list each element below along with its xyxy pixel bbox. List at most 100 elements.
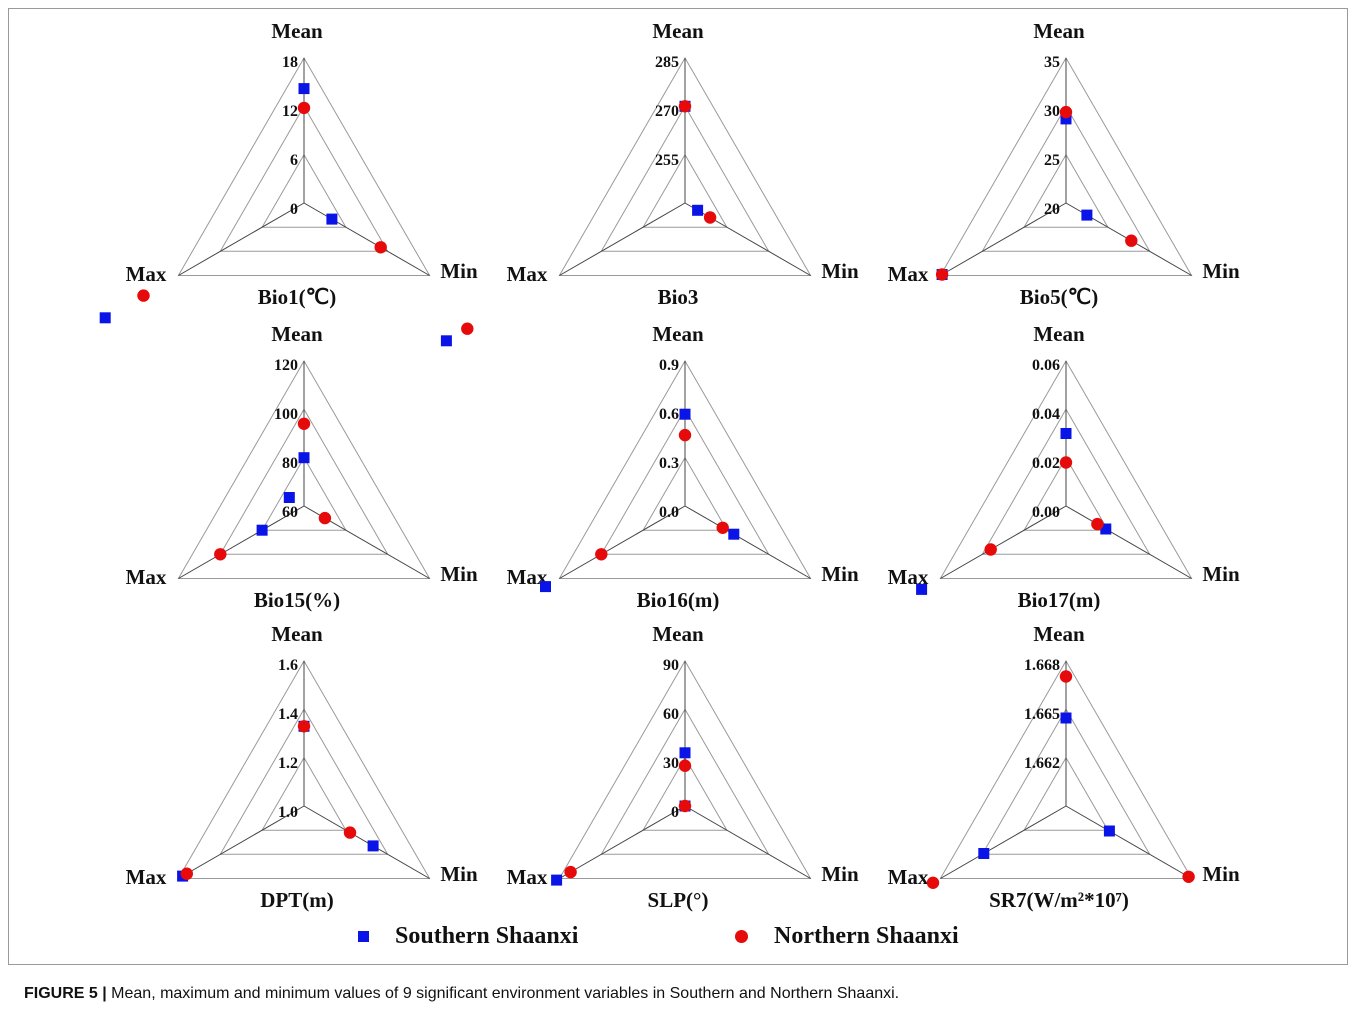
caption-text: Mean, maximum and minimum values of 9 si…	[106, 985, 900, 1002]
chart-title: Bio15(%)	[254, 588, 340, 612]
axis-label-mean: Mean	[1033, 322, 1085, 346]
axis-label-min: Min	[1202, 862, 1240, 886]
point-northern-mean	[678, 428, 692, 442]
axis-spoke-max	[178, 202, 305, 276]
chart-title: SR7(W/m²*10⁷)	[989, 888, 1129, 912]
point-southern-min	[326, 213, 338, 225]
axis-label-mean: Mean	[652, 322, 704, 346]
radar-chart-8: Mean Min Max 90 60 30 0 SLP(°)	[507, 622, 859, 912]
point-southern-min	[1081, 209, 1093, 221]
point-southern-min	[367, 840, 379, 852]
radar-chart-2: Mean Min Max 285 270 255 Bio3	[440, 19, 859, 347]
radar-chart-9: Mean Min Max 1.668 1.665 1.662 SR7(W/m²*10⁷)	[888, 622, 1240, 912]
axis-label-max: Max	[126, 262, 167, 286]
grid-ring	[558, 57, 812, 276]
point-northern-min	[343, 826, 357, 839]
point-southern-max	[256, 524, 268, 536]
grid-ring	[642, 756, 728, 831]
tick-label: 0.6	[659, 406, 679, 423]
axis-spoke-max	[178, 805, 305, 879]
tick-label: 60	[282, 504, 298, 521]
chart-title: SLP(°)	[648, 888, 709, 912]
point-northern-mean	[297, 417, 311, 430]
tick-label: 0.00	[1032, 504, 1060, 521]
axis-label-min: Min	[440, 562, 478, 586]
axis-spoke-max	[178, 505, 305, 579]
axis-label-mean: Mean	[271, 622, 323, 646]
grid-ring	[558, 660, 812, 879]
point-southern-min	[283, 492, 295, 503]
grid-ring	[600, 105, 770, 252]
tick-label: 20	[1044, 201, 1060, 218]
tick-label: 6	[290, 152, 298, 169]
grid-ring	[600, 408, 770, 555]
point-northern-min	[1091, 517, 1104, 531]
legend-item-southern: Southern Shaanxi	[358, 918, 578, 954]
grid-ring	[939, 360, 1193, 579]
axis-spoke-max	[940, 505, 1067, 579]
tick-label: 90	[663, 657, 679, 674]
tick-label: 0.02	[1032, 455, 1060, 472]
grid-ring	[1023, 153, 1109, 228]
chart-title: Bio16(m)	[637, 588, 720, 612]
point-northern-min	[1182, 870, 1195, 883]
axis-label-mean: Mean	[271, 19, 323, 43]
grid-ring	[981, 105, 1151, 252]
figure-frame	[8, 8, 1348, 965]
axis-spoke-min	[684, 202, 811, 276]
point-southern-min	[1100, 523, 1112, 535]
point-northern-min	[678, 799, 692, 813]
tick-label: 255	[655, 152, 679, 169]
axis-label-max: Max	[507, 262, 548, 286]
point-northern-mean	[678, 100, 692, 113]
grid-ring	[939, 660, 1193, 879]
point-northern-min	[318, 511, 332, 525]
axis-label-min: Min	[440, 259, 478, 283]
grid-ring	[1023, 456, 1109, 531]
tick-label: 1.6	[278, 657, 298, 674]
axis-spoke-min	[684, 505, 811, 579]
tick-label: 30	[663, 755, 679, 772]
axis-label-mean: Mean	[1033, 622, 1085, 646]
axis-label-mean: Mean	[1033, 19, 1085, 43]
point-southern-mean	[679, 747, 691, 759]
radar-chart-4: Mean Min Max 120 100 80 60 Bio15(%)	[126, 322, 478, 612]
point-northern-max	[984, 543, 997, 556]
tick-label: 25	[1044, 152, 1060, 169]
axis-spoke-max	[559, 505, 686, 579]
point-northern-mean	[297, 720, 311, 733]
point-southern-mean	[1060, 712, 1072, 724]
tick-label: 18	[282, 54, 298, 71]
point-northern-max	[595, 548, 608, 561]
figure-caption: FIGURE 5 | Mean, maximum and minimum val…	[24, 985, 899, 1003]
grid-ring	[981, 708, 1151, 855]
point-southern-max	[99, 312, 111, 324]
grid-ring	[1023, 756, 1109, 831]
legend: Southern Shaanxi Northern Shaanxi	[0, 918, 1357, 954]
axis-label-min: Min	[1202, 259, 1240, 283]
axis-label-max: Max	[888, 865, 929, 889]
point-northern-max	[461, 322, 474, 335]
point-southern-max	[551, 874, 563, 886]
point-northern-max	[214, 548, 227, 561]
tick-label: 0	[671, 804, 679, 821]
point-northern-max	[935, 268, 949, 281]
tick-label: 35	[1044, 54, 1060, 71]
axis-label-max: Max	[126, 565, 167, 589]
point-northern-min	[374, 241, 387, 254]
grid-ring	[600, 708, 770, 855]
point-southern-max	[978, 848, 990, 859]
point-southern-mean	[1060, 428, 1072, 439]
chart-title: DPT(m)	[260, 888, 333, 912]
axis-label-max: Max	[507, 865, 548, 889]
point-northern-max	[180, 867, 193, 880]
point-northern-mean	[678, 759, 692, 772]
axis-label-min: Min	[821, 862, 859, 886]
axis-spoke-max	[559, 202, 686, 276]
axis-spoke-min	[684, 805, 811, 879]
point-northern-min	[1125, 234, 1138, 247]
grid-ring	[642, 153, 728, 228]
radar-chart-7: Mean Min Max 1.6 1.4 1.2 1.0 DPT(m)	[126, 622, 478, 912]
tick-label: 270	[655, 103, 679, 120]
